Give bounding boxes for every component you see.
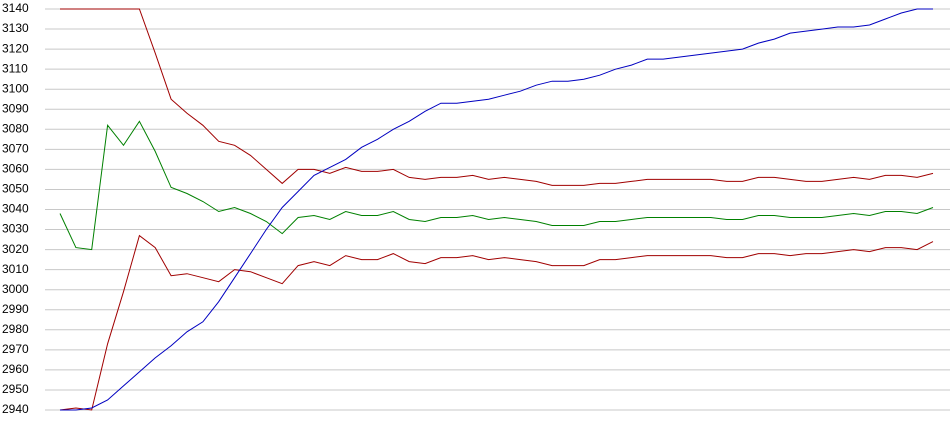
- y-tick-label: 3020: [2, 242, 29, 256]
- y-tick-label: 3040: [2, 202, 29, 216]
- series-line: [60, 8, 933, 411]
- y-tick-label: 3130: [2, 21, 29, 35]
- y-tick-label: 3100: [2, 81, 29, 95]
- y-tick-label: 3010: [2, 262, 29, 276]
- y-tick-label: 3060: [2, 162, 29, 176]
- y-tick-label: 3120: [2, 41, 29, 55]
- y-tick-label: 3070: [2, 142, 29, 156]
- y-tick-label: 3140: [2, 1, 29, 15]
- y-tick-label: 2990: [2, 302, 29, 316]
- series-line: [59, 234, 934, 411]
- y-tick-label: 3080: [2, 121, 29, 135]
- y-tick-label: 3090: [2, 101, 29, 115]
- y-tick-label: 3110: [2, 61, 28, 75]
- series-line: [59, 120, 934, 251]
- y-tick-label: 2950: [2, 382, 29, 396]
- y-tick-label: 2960: [2, 362, 29, 376]
- y-tick-label: 2980: [2, 322, 29, 336]
- y-tick-label: 2940: [2, 402, 29, 416]
- y-tick-label: 3000: [2, 282, 29, 296]
- y-tick-label: 2970: [2, 342, 29, 356]
- y-tick-label: 3050: [2, 182, 29, 196]
- y-tick-label: 3030: [2, 222, 29, 236]
- series-line: [60, 8, 934, 186]
